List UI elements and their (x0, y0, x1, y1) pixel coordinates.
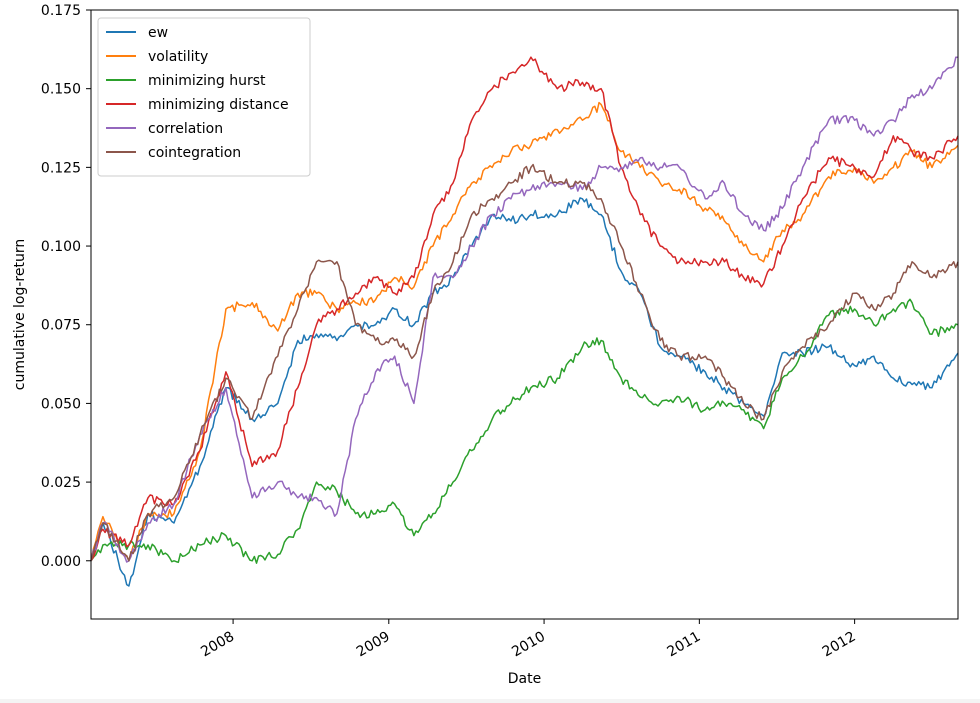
y-tick-label: 0.025 (41, 475, 81, 491)
y-tick-label: 0.000 (41, 554, 81, 570)
series-line-ew (90, 197, 959, 587)
y-tick-label: 0.100 (41, 239, 81, 255)
x-axis: 2008 2009 2010 2011 2012 (198, 619, 859, 661)
x-tick-label: 2011 (664, 629, 703, 661)
legend-label: minimizing hurst (148, 73, 266, 89)
y-tick-label: 0.050 (41, 396, 81, 412)
y-tick-label: 0.175 (41, 3, 81, 19)
series-line-volatility (90, 101, 959, 562)
x-tick-label: 2010 (509, 629, 548, 661)
legend-label: cointegration (148, 145, 241, 161)
y-tick-label: 0.125 (41, 160, 81, 176)
series-line-correlation (90, 56, 959, 563)
series-line-minimizing-hurst (90, 298, 959, 564)
y-tick-label: 0.150 (41, 82, 81, 98)
series-line-cointegration (90, 163, 959, 562)
y-axis: 0.000 0.025 0.050 0.075 0.100 0.125 0.150 0.175 (41, 3, 91, 570)
legend: ew volatility minimizing hurst minimizing d… (97, 17, 311, 177)
legend-label: correlation (148, 121, 223, 137)
plot-frame (90, 9, 959, 620)
legend-label: volatility (148, 49, 208, 65)
legend-label: ew (148, 25, 168, 41)
x-tick-label: 2012 (820, 629, 859, 661)
x-axis-label: Date (508, 671, 541, 687)
legend-label: minimizing distance (148, 97, 289, 113)
legend-box (97, 17, 311, 177)
x-tick-label: 2008 (198, 629, 237, 661)
series-line-minimizing-distance (90, 56, 959, 562)
y-axis-label: cumulative log-return (12, 239, 28, 390)
x-tick-label: 2009 (354, 629, 393, 661)
series-layer (90, 56, 959, 587)
y-tick-label: 0.075 (41, 318, 81, 334)
